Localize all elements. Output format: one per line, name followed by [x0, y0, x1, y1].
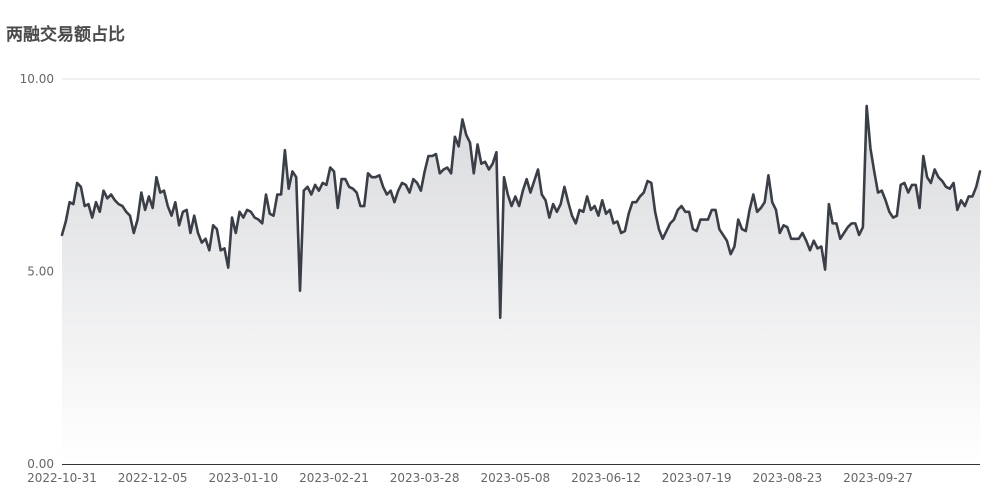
y-axis-ticks: 0.00 5.00 10.00 [20, 72, 54, 471]
area-fill-group [62, 105, 980, 464]
x-axis-ticks: 2022-10-31 2022-12-05 2023-01-10 2023-02-21… [27, 471, 913, 485]
x-tick-label: 2023-02-21 [299, 471, 369, 485]
series-line [60, 104, 982, 319]
y-tick-label: 5.00 [27, 265, 54, 279]
x-tick-label: 2023-01-10 [208, 471, 278, 485]
x-tick-label: 2022-10-31 [27, 471, 97, 485]
x-tick-label: 2023-07-19 [662, 471, 732, 485]
chart-title: 两融交易额占比 [6, 25, 125, 45]
y-tick-label: 10.00 [20, 72, 54, 86]
x-tick-label: 2023-05-08 [480, 471, 550, 485]
series-line-group [60, 104, 982, 319]
x-tick-label: 2023-06-12 [571, 471, 641, 485]
x-tick-label: 2022-12-05 [118, 471, 188, 485]
x-tick-label: 2023-03-28 [390, 471, 460, 485]
x-tick-label: 2023-08-23 [752, 471, 822, 485]
y-tick-label: 0.00 [27, 457, 54, 471]
x-tick-label: 2023-09-27 [843, 471, 913, 485]
area-fill [62, 105, 980, 464]
